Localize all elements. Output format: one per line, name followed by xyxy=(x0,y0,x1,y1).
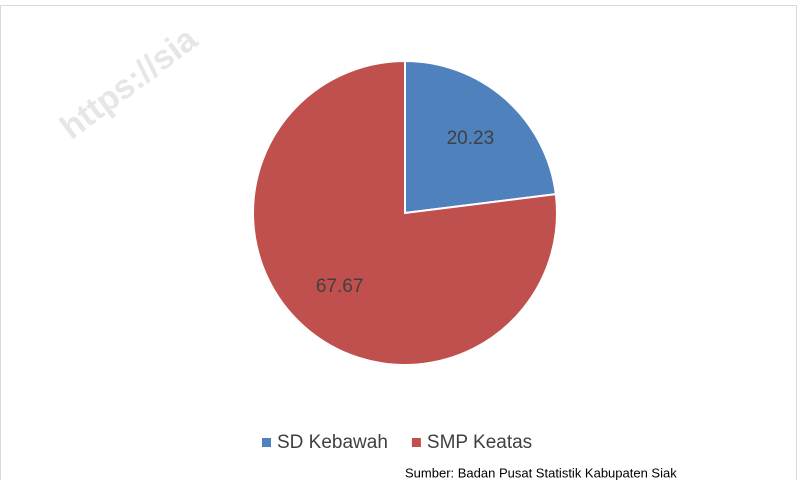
source-note: Sumber: Badan Pusat Statistik Kabupaten … xyxy=(405,465,677,480)
pie-slice xyxy=(252,59,558,366)
data-label: 67.67 xyxy=(316,276,364,297)
pie-slice xyxy=(404,59,557,215)
legend-swatch xyxy=(411,438,421,447)
legend-label: SD Kebawah xyxy=(277,432,388,453)
legend-label: SMP Keatas xyxy=(427,432,532,453)
data-label: 20.23 xyxy=(447,128,495,149)
legend-swatch xyxy=(262,438,271,447)
